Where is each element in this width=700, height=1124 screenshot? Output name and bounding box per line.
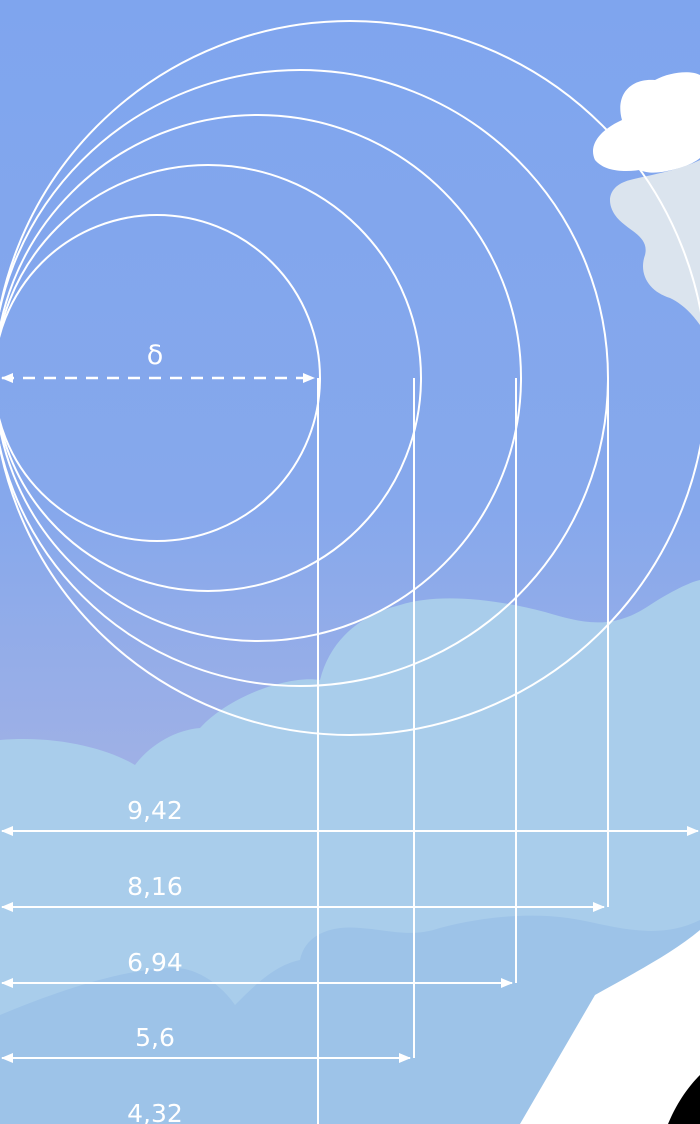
- mountain-rock: [668, 1075, 700, 1124]
- dimension-label-3: 6,94: [127, 948, 183, 977]
- dimension-label-4: 5,6: [135, 1023, 175, 1052]
- dimension-label-2: 8,16: [127, 872, 183, 901]
- circle-5: [0, 20, 700, 736]
- circle-2: [0, 164, 422, 592]
- dimension-label-1: 9,42: [127, 796, 183, 825]
- dimension-label-5: 4,32: [127, 1099, 183, 1124]
- mountain-slope: [520, 930, 700, 1124]
- cloud-front: [0, 915, 700, 1124]
- cloud-top-right: [593, 72, 700, 173]
- cloud-top-right-shadow: [610, 160, 700, 325]
- dimension-group: 9,42 8,16 6,94 5,6 4,32: [1, 796, 699, 1124]
- circle-3: [0, 114, 522, 642]
- circle-group: [0, 20, 700, 736]
- circle-1: [0, 214, 321, 542]
- delta-label: δ: [147, 340, 164, 371]
- extension-lines: [317, 378, 609, 1124]
